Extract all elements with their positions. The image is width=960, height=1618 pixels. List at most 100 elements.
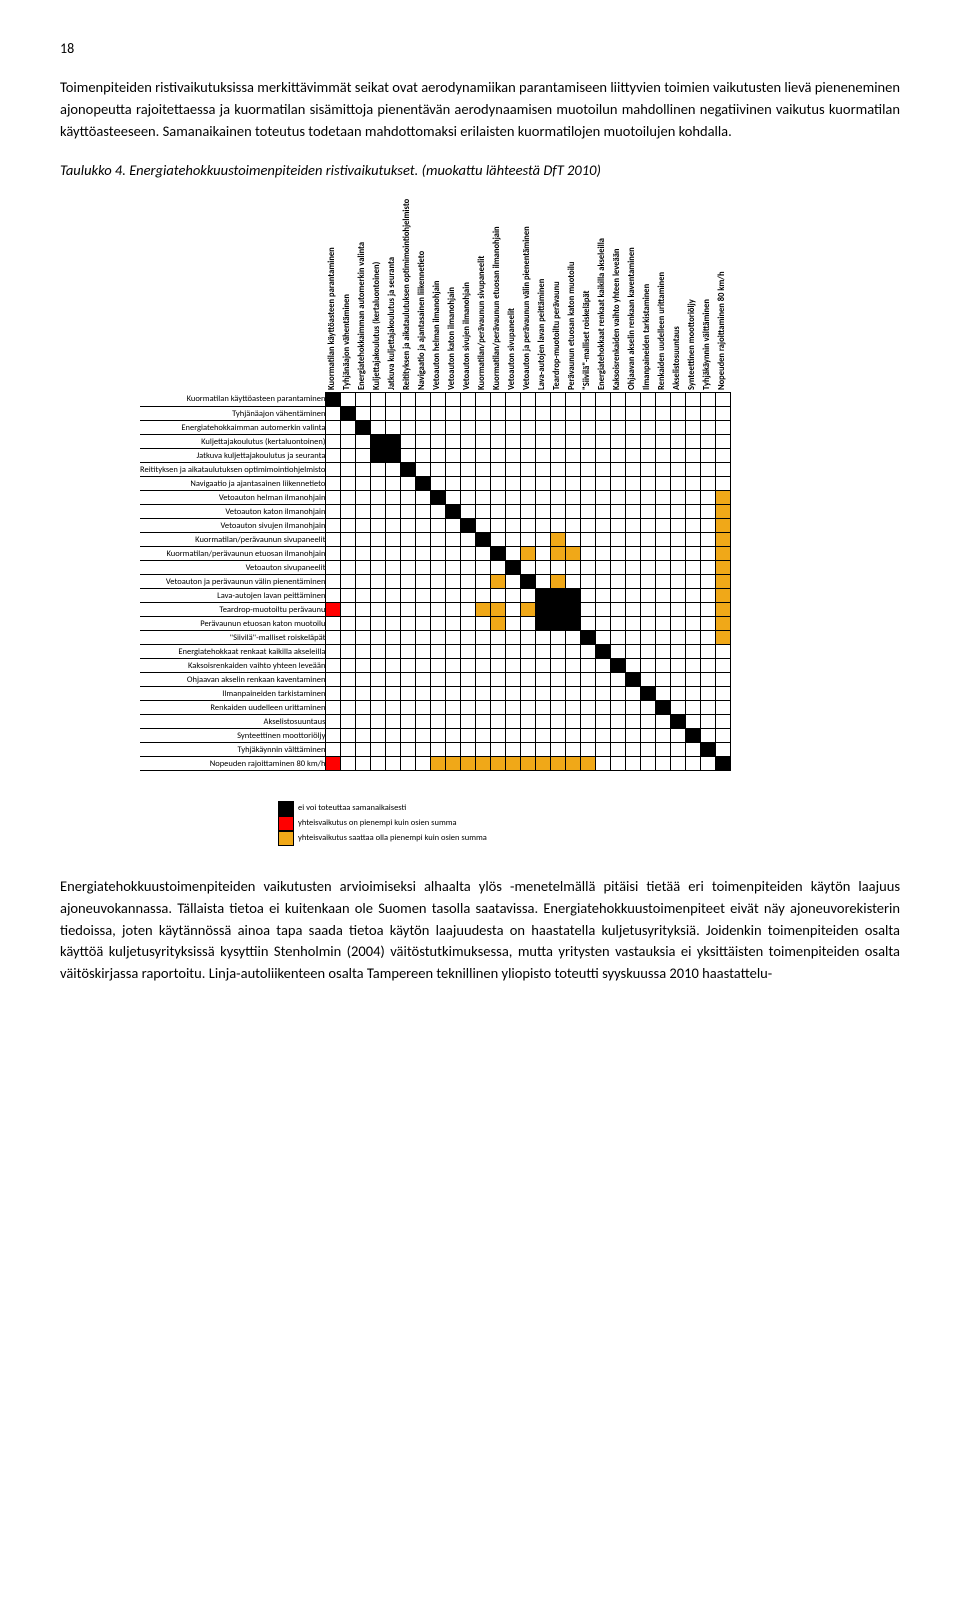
row-header: Kuormatilan käyttöasteen parantaminen (140, 393, 326, 407)
matrix-cell (476, 603, 491, 617)
matrix-cell (581, 533, 596, 547)
matrix-cell (431, 561, 446, 575)
matrix-cell (566, 617, 581, 631)
matrix-cell (626, 421, 641, 435)
matrix-cell (371, 435, 386, 449)
matrix-cell (671, 477, 686, 491)
matrix-cell (581, 463, 596, 477)
matrix-cell (491, 687, 506, 701)
matrix-cell (506, 533, 521, 547)
matrix-cell (326, 519, 341, 533)
matrix-cell (641, 673, 656, 687)
matrix-cell (521, 617, 536, 631)
matrix-cell (491, 729, 506, 743)
matrix-cell (656, 393, 671, 407)
matrix-cell (356, 533, 371, 547)
matrix-cell (641, 519, 656, 533)
matrix-cell (581, 729, 596, 743)
matrix-cell (656, 449, 671, 463)
matrix-cell (551, 463, 566, 477)
matrix-cell (371, 547, 386, 561)
matrix-cell (431, 449, 446, 463)
matrix-cell (476, 533, 491, 547)
matrix-cell (371, 687, 386, 701)
matrix-cell (611, 743, 626, 757)
matrix-cell (461, 757, 476, 771)
matrix-cell (596, 477, 611, 491)
matrix-cell (461, 533, 476, 547)
matrix-cell (551, 687, 566, 701)
matrix-cell (326, 491, 341, 505)
matrix-cell (326, 729, 341, 743)
matrix-cell (551, 547, 566, 561)
matrix-cell (551, 603, 566, 617)
matrix-cell (566, 421, 581, 435)
matrix-cell (551, 491, 566, 505)
matrix-cell (596, 393, 611, 407)
column-header: Kuormatilan/perävaunun etuosan ilmanohja… (491, 212, 506, 393)
matrix-cell (446, 631, 461, 645)
matrix-cell (716, 533, 731, 547)
matrix-cell (611, 561, 626, 575)
matrix-cell (341, 561, 356, 575)
matrix-cell (596, 589, 611, 603)
matrix-cell (431, 743, 446, 757)
matrix-cell (686, 743, 701, 757)
matrix-cell (326, 687, 341, 701)
matrix-cell (596, 603, 611, 617)
matrix-cell (641, 477, 656, 491)
matrix-cell (416, 715, 431, 729)
matrix-cell (581, 505, 596, 519)
matrix-cell (476, 659, 491, 673)
matrix-cell (521, 547, 536, 561)
matrix-cell (701, 687, 716, 701)
matrix-cell (656, 645, 671, 659)
matrix-cell (491, 393, 506, 407)
matrix-cell (551, 589, 566, 603)
matrix-cell (686, 393, 701, 407)
matrix-cell (461, 673, 476, 687)
column-header: Navigaatio ja ajantasainen liikennetieto (416, 212, 431, 393)
row-header: Lava-autojen lavan peittäminen (140, 589, 326, 603)
matrix-cell (356, 449, 371, 463)
matrix-cell (371, 533, 386, 547)
matrix-cell (521, 435, 536, 449)
table-caption: Taulukko 4. Energiatehokkuustoimenpiteid… (60, 160, 900, 182)
matrix-cell (506, 757, 521, 771)
matrix-cell (476, 575, 491, 589)
matrix-cell (671, 561, 686, 575)
matrix-cell (446, 729, 461, 743)
matrix-cell (416, 687, 431, 701)
matrix-cell (686, 575, 701, 589)
matrix-cell (416, 617, 431, 631)
matrix-cell (656, 477, 671, 491)
matrix-cell (356, 631, 371, 645)
matrix-cell (431, 421, 446, 435)
matrix-cell (656, 407, 671, 421)
matrix-cell (716, 743, 731, 757)
matrix-cell (491, 561, 506, 575)
matrix-cell (461, 519, 476, 533)
matrix-cell (446, 449, 461, 463)
matrix-cell (626, 407, 641, 421)
matrix-cell (326, 533, 341, 547)
matrix-cell (476, 687, 491, 701)
matrix-cell (446, 463, 461, 477)
matrix-cell (701, 533, 716, 547)
matrix-cell (656, 533, 671, 547)
matrix-cell (536, 575, 551, 589)
matrix-cell (596, 547, 611, 561)
matrix-cell (401, 435, 416, 449)
matrix-cell (506, 393, 521, 407)
matrix-cell (401, 715, 416, 729)
matrix-cell (446, 407, 461, 421)
matrix-cell (671, 393, 686, 407)
matrix-cell (416, 519, 431, 533)
matrix-cell (656, 421, 671, 435)
matrix-cell (371, 421, 386, 435)
matrix-cell (641, 393, 656, 407)
row-header: Akselistosuuntaus (140, 715, 326, 729)
matrix-cell (326, 407, 341, 421)
matrix-cell (401, 645, 416, 659)
matrix-cell (716, 547, 731, 561)
